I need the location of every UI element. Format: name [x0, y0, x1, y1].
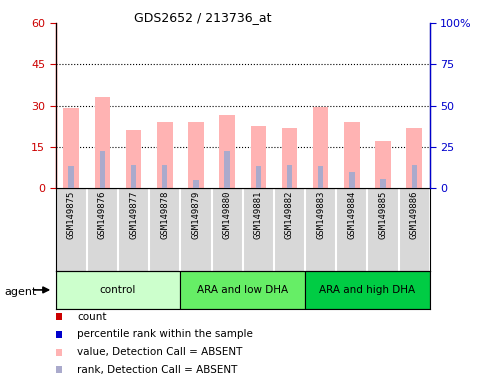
Text: GSM149880: GSM149880: [223, 190, 232, 239]
Bar: [305, 271, 430, 309]
Bar: [287, 165, 292, 188]
Bar: [180, 271, 305, 309]
Bar: [188, 122, 204, 188]
Bar: [162, 165, 168, 188]
Text: GSM149878: GSM149878: [160, 190, 169, 239]
Bar: [193, 180, 199, 188]
Text: count: count: [77, 312, 107, 322]
Text: GSM149877: GSM149877: [129, 190, 138, 239]
Bar: [282, 127, 298, 188]
Text: GSM149881: GSM149881: [254, 190, 263, 239]
Bar: [95, 98, 110, 188]
Text: GSM149884: GSM149884: [347, 190, 356, 239]
Bar: [407, 127, 422, 188]
Text: GSM149875: GSM149875: [67, 190, 76, 239]
Text: GSM149886: GSM149886: [410, 190, 419, 239]
Bar: [256, 166, 261, 188]
Text: GSM149883: GSM149883: [316, 190, 325, 239]
Text: percentile rank within the sample: percentile rank within the sample: [77, 329, 253, 339]
Text: GSM149879: GSM149879: [191, 190, 200, 239]
Bar: [225, 151, 230, 188]
Bar: [131, 165, 136, 188]
Text: value, Detection Call = ABSENT: value, Detection Call = ABSENT: [77, 347, 242, 357]
Bar: [99, 151, 105, 188]
Text: GDS2652 / 213736_at: GDS2652 / 213736_at: [134, 12, 271, 25]
Bar: [56, 271, 180, 309]
Bar: [318, 166, 324, 188]
Bar: [412, 165, 417, 188]
Text: control: control: [100, 285, 136, 295]
Bar: [126, 131, 142, 188]
Bar: [219, 115, 235, 188]
Bar: [375, 141, 391, 188]
Bar: [69, 166, 74, 188]
Text: agent: agent: [5, 287, 37, 297]
Bar: [313, 107, 328, 188]
Bar: [63, 108, 79, 188]
Text: rank, Detection Call = ABSENT: rank, Detection Call = ABSENT: [77, 365, 238, 375]
Text: ARA and low DHA: ARA and low DHA: [197, 285, 288, 295]
Bar: [157, 122, 172, 188]
Text: ARA and high DHA: ARA and high DHA: [319, 285, 415, 295]
Bar: [344, 122, 360, 188]
Bar: [251, 126, 266, 188]
Bar: [380, 179, 386, 188]
Text: GSM149876: GSM149876: [98, 190, 107, 239]
Bar: [349, 172, 355, 188]
Text: GSM149882: GSM149882: [285, 190, 294, 239]
Text: GSM149885: GSM149885: [379, 190, 387, 239]
